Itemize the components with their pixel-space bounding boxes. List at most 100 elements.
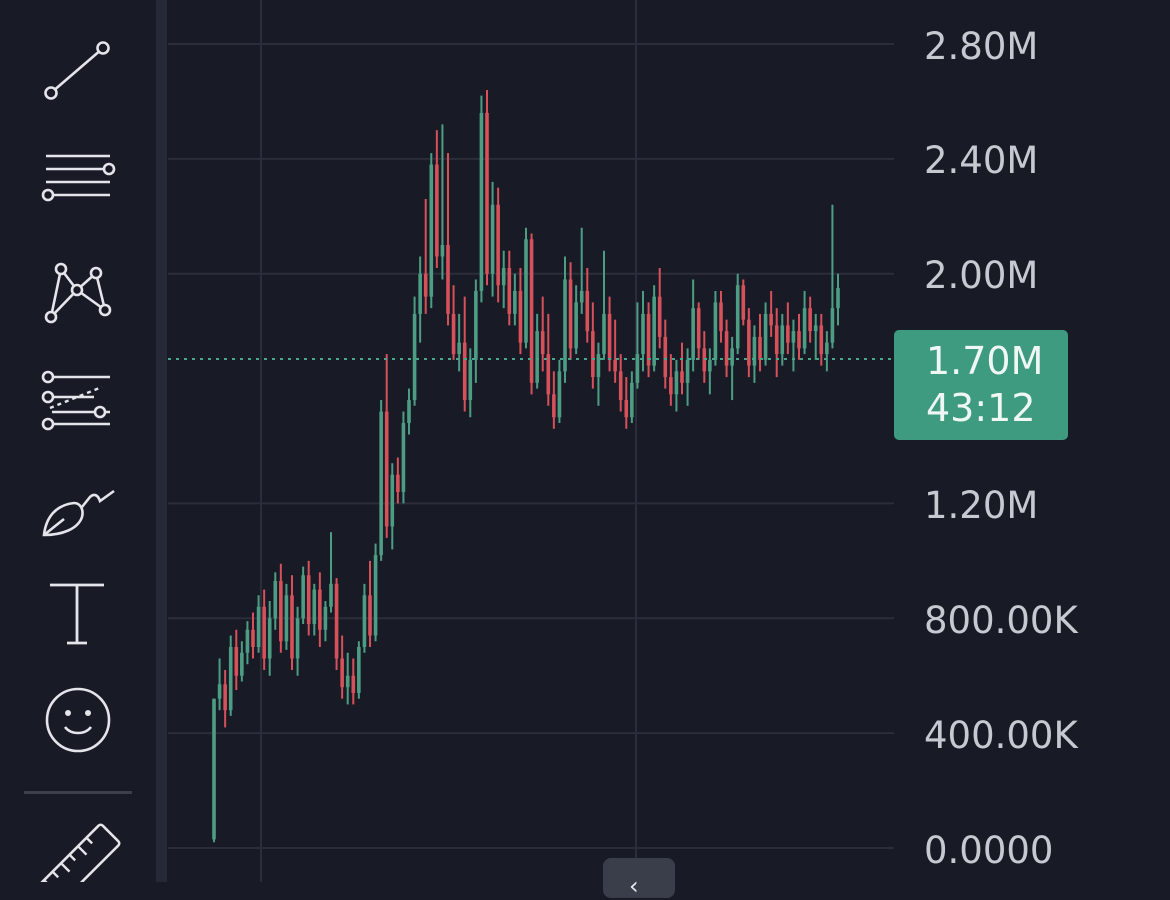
candle-body (546, 354, 551, 395)
candle-body (613, 359, 617, 372)
candle (669, 354, 673, 406)
candle-body (752, 336, 757, 366)
candle (635, 302, 640, 389)
emoji-tool[interactable] (28, 678, 128, 762)
chart-grid (168, 0, 894, 882)
candle-body (256, 606, 261, 647)
candle-body (602, 313, 606, 355)
candle (284, 583, 289, 650)
pattern-tool[interactable] (28, 245, 128, 329)
candle-body (630, 382, 634, 418)
candle (713, 290, 718, 366)
candle-body (624, 400, 629, 418)
candle-body (474, 290, 478, 360)
candle (474, 279, 478, 383)
candle-body (334, 583, 339, 659)
candle (329, 532, 333, 613)
candle-body (646, 313, 651, 366)
candle-body (284, 595, 289, 642)
candle (641, 290, 645, 372)
candle (758, 313, 762, 372)
candle-body (379, 411, 383, 556)
candle-body (563, 279, 567, 372)
candle-body (813, 325, 818, 332)
candle (262, 589, 266, 670)
candle-body (663, 336, 668, 378)
candle-body (418, 273, 422, 314)
candle (295, 606, 300, 676)
candle (808, 296, 812, 343)
candle (724, 319, 729, 378)
chevron-left-icon: ‹ (629, 872, 639, 900)
candle-body (635, 354, 640, 383)
candle (791, 319, 796, 372)
candle (568, 262, 573, 360)
candle-body (446, 245, 450, 314)
pattern-icon (44, 262, 112, 324)
candle-body (535, 331, 539, 383)
candle-body (518, 290, 523, 343)
horizontal-lines-icon (41, 154, 116, 202)
candle-body (273, 580, 278, 619)
price-axis-tick: 0.0000 (924, 829, 1053, 872)
candle-body (680, 371, 684, 383)
candle-body (373, 555, 378, 636)
candle (468, 348, 473, 418)
last-price-tag: 1.70M 43:12 (894, 330, 1068, 440)
candle-body (306, 575, 311, 625)
candle (769, 290, 773, 337)
candle-body (763, 313, 768, 360)
scroll-left-button[interactable]: ‹ (603, 858, 675, 900)
candle (819, 313, 824, 366)
ruler-tool[interactable] (28, 822, 128, 882)
candle (708, 348, 712, 395)
candle (379, 400, 383, 561)
candle-body (290, 595, 294, 659)
candle (657, 267, 662, 349)
trend-line-icon (44, 41, 110, 100)
price-axis-tick: 2.40M (924, 139, 1038, 182)
candle (412, 296, 417, 406)
candle-body (267, 618, 272, 659)
text-tool[interactable] (28, 570, 128, 654)
candle (797, 313, 801, 360)
candle-body (641, 313, 645, 355)
candle-body (607, 313, 612, 360)
candles (212, 89, 840, 843)
candle (836, 273, 840, 326)
candle-body (758, 336, 762, 360)
candle (384, 354, 389, 538)
trend-line-tool[interactable] (28, 30, 128, 114)
candle-body (228, 647, 233, 711)
candle (290, 575, 294, 670)
candle-body (769, 313, 773, 326)
candle (256, 595, 261, 653)
horizontal-lines-tool[interactable] (28, 138, 128, 222)
candle-countdown: 43:12 (926, 386, 1036, 430)
candle-body (524, 239, 528, 343)
candle (813, 313, 818, 360)
candle (234, 629, 239, 691)
candle (786, 302, 790, 355)
candle (318, 572, 322, 647)
candle (574, 285, 578, 355)
candle (507, 250, 512, 326)
brush-tool[interactable] (28, 465, 128, 549)
candle-body (407, 400, 411, 424)
candle-body (652, 296, 656, 366)
candle (730, 336, 734, 401)
candle (267, 601, 272, 676)
candle-body (223, 684, 227, 711)
candle-body (262, 606, 266, 659)
candle (513, 273, 517, 326)
candle-body (401, 423, 406, 492)
candle-body (423, 273, 428, 297)
candle (334, 578, 339, 670)
fib-retracement-tool[interactable] (28, 355, 128, 439)
candle-body (696, 308, 701, 349)
candle-body (323, 606, 328, 630)
candle-body (691, 308, 695, 360)
candle-body (741, 285, 746, 320)
candle (524, 227, 528, 349)
